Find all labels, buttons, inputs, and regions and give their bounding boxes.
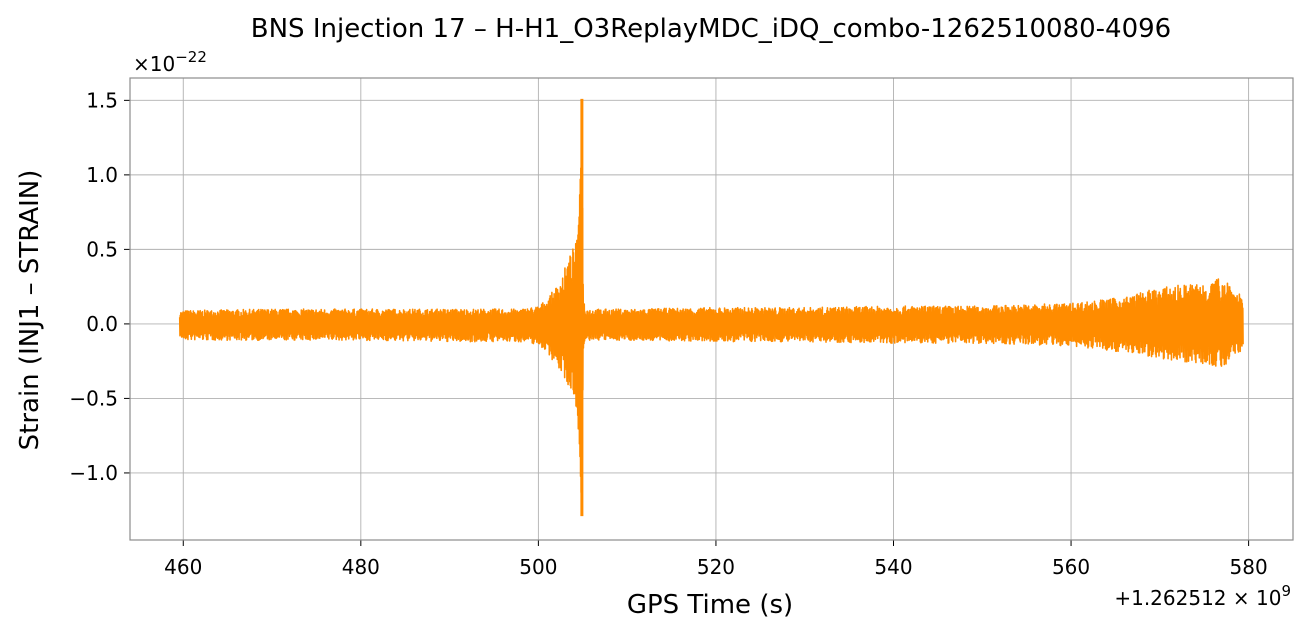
x-tick-label: 500	[519, 555, 557, 579]
plot-frame	[129, 77, 1294, 541]
y-tick-label: −1.0	[69, 461, 118, 485]
x-axis-label: GPS Time (s)	[627, 590, 793, 620]
x-tick-label: 580	[1230, 555, 1268, 579]
x-tick-label: 520	[697, 555, 735, 579]
chart-title: BNS Injection 17 – H-H1_O3ReplayMDC_iDQ_…	[251, 14, 1171, 44]
y-scale-exponent: −22	[175, 48, 207, 66]
x-tick-label: 480	[342, 555, 380, 579]
y-tick-label: 1.5	[86, 88, 118, 112]
y-tick-label: 0.0	[86, 312, 118, 336]
strain-series-line	[178, 117, 1244, 497]
x-offset-base: +1.262512 × 10	[1114, 586, 1281, 610]
x-axis-offset: +1.262512 × 109	[1114, 582, 1291, 610]
x-offset-exponent: 9	[1281, 582, 1291, 600]
plot-area	[178, 98, 1244, 517]
y-axis-label: Strain (INJ1 – STRAIN)	[15, 170, 45, 451]
x-tick-label: 460	[164, 555, 202, 579]
x-tick-label: 560	[1052, 555, 1090, 579]
y-tick-label: −0.5	[69, 386, 118, 410]
x-tick-label: 540	[874, 555, 912, 579]
y-scale-base: ×10	[133, 52, 175, 76]
y-tick-label: 0.5	[86, 237, 118, 261]
y-tick-label: 1.0	[86, 163, 118, 187]
axis-ticks: 460 480 500 520 540 560 580 −1.0 −0.5 0.0 0.5 1.0 1.…	[69, 88, 1267, 579]
y-axis-scale-factor: ×10−22	[133, 48, 207, 76]
